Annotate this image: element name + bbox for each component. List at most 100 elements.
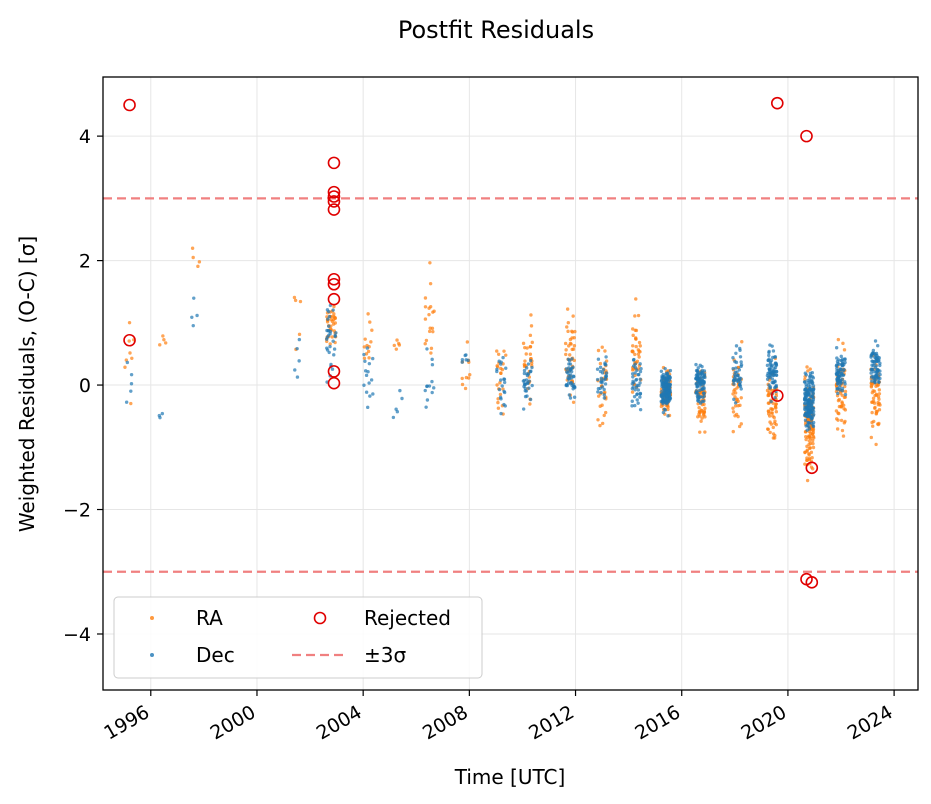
ra-point bbox=[698, 414, 702, 418]
ra-point bbox=[739, 422, 743, 426]
dec-point bbox=[293, 368, 297, 372]
dec-point bbox=[500, 384, 504, 388]
ra-point bbox=[423, 296, 428, 300]
ra-point bbox=[502, 349, 506, 353]
ra-point bbox=[565, 325, 569, 329]
dec-point bbox=[192, 296, 196, 300]
dec-point bbox=[732, 382, 736, 386]
dec-point bbox=[524, 389, 529, 393]
rejected-point bbox=[805, 576, 819, 589]
x-axis-label: Time [UTC] bbox=[454, 765, 566, 789]
dec-point bbox=[811, 423, 815, 427]
ra-point bbox=[468, 373, 472, 377]
ra-point bbox=[637, 349, 641, 353]
ra-point bbox=[808, 441, 813, 446]
dec-point bbox=[771, 355, 775, 360]
ra-point bbox=[812, 436, 816, 440]
ra-point bbox=[807, 451, 811, 456]
dec-point bbox=[835, 382, 840, 386]
ra-point bbox=[530, 340, 534, 345]
dec-point bbox=[526, 372, 531, 376]
dec-point bbox=[841, 373, 845, 377]
ra-point bbox=[810, 467, 815, 471]
ra-point bbox=[363, 337, 367, 341]
dec-point bbox=[568, 373, 573, 377]
ra-point bbox=[525, 346, 529, 350]
ra-point bbox=[811, 430, 816, 435]
dec-point bbox=[877, 380, 881, 384]
chart-title: Postfit Residuals bbox=[398, 16, 594, 44]
ra-point bbox=[429, 346, 434, 351]
ra-point bbox=[325, 320, 330, 324]
dec-point bbox=[129, 382, 134, 386]
ra-point bbox=[877, 397, 881, 401]
ra-point bbox=[772, 436, 777, 440]
dec-point bbox=[837, 375, 841, 379]
ra-point bbox=[774, 422, 778, 427]
ra-point bbox=[598, 423, 602, 428]
ra-point bbox=[598, 361, 603, 366]
ra-point bbox=[771, 425, 775, 430]
ra-point bbox=[871, 396, 876, 401]
ra-point bbox=[528, 402, 532, 406]
ra-point bbox=[811, 445, 816, 450]
dec-point bbox=[524, 366, 529, 370]
ra-point bbox=[332, 312, 336, 316]
dec-point bbox=[425, 384, 429, 388]
dec-point bbox=[191, 323, 195, 328]
ra-point bbox=[364, 352, 369, 356]
ra-point bbox=[840, 428, 845, 433]
dec-point bbox=[528, 358, 533, 363]
dec-point bbox=[602, 387, 606, 392]
dec-point bbox=[698, 379, 702, 384]
ra-point bbox=[190, 246, 195, 250]
ra-point bbox=[495, 364, 499, 368]
dec-point bbox=[571, 387, 575, 391]
ra-point bbox=[130, 356, 134, 360]
dec-point bbox=[638, 377, 642, 381]
dec-point bbox=[430, 363, 435, 367]
ra-point bbox=[700, 416, 704, 420]
dec-point bbox=[530, 383, 534, 388]
ra-point bbox=[871, 399, 876, 403]
dec-point bbox=[195, 313, 199, 318]
ra-point bbox=[496, 400, 500, 405]
dec-point bbox=[872, 380, 877, 384]
ra-point bbox=[836, 418, 840, 422]
dec-point bbox=[327, 309, 331, 314]
ra-point bbox=[773, 419, 777, 423]
ra-point bbox=[428, 281, 433, 286]
dec-point bbox=[803, 418, 808, 422]
rejected-point bbox=[327, 277, 341, 291]
legend-rejected-label: Rejected bbox=[364, 606, 451, 630]
dec-point bbox=[596, 390, 600, 394]
dec-point bbox=[495, 367, 499, 372]
dec-point bbox=[430, 357, 434, 362]
dec-point bbox=[366, 405, 370, 410]
dec-point bbox=[873, 377, 877, 381]
dec-point bbox=[767, 353, 771, 358]
ra-point bbox=[603, 410, 608, 415]
ra-point bbox=[768, 430, 772, 435]
dec-point bbox=[567, 362, 571, 366]
dec-point bbox=[806, 378, 810, 383]
dec-point bbox=[804, 387, 808, 391]
dec-point bbox=[870, 351, 875, 355]
dec-point bbox=[878, 361, 882, 365]
ra-point bbox=[567, 344, 571, 348]
ra-point bbox=[807, 446, 812, 451]
ra-point bbox=[197, 260, 202, 264]
ra-point bbox=[566, 329, 570, 334]
dec-point bbox=[837, 385, 842, 389]
ra-point bbox=[498, 381, 502, 385]
dec-point bbox=[735, 370, 739, 374]
dec-point bbox=[876, 344, 880, 348]
ra-point bbox=[873, 393, 877, 398]
ra-point bbox=[158, 343, 162, 347]
dec-point bbox=[702, 399, 706, 403]
ra-point bbox=[329, 317, 333, 322]
dec-point bbox=[768, 343, 772, 347]
dec-point bbox=[699, 375, 704, 379]
ra-point bbox=[870, 410, 874, 415]
ra-point bbox=[392, 343, 396, 348]
